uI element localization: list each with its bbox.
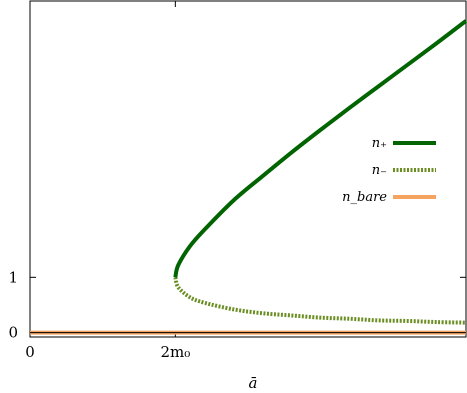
legend-label: n_bare	[342, 190, 387, 205]
y-tick-label: 1	[8, 268, 18, 286]
series-line-1	[173, 276, 467, 325]
plot-frame	[29, 0, 467, 338]
y-tick-label: 0	[8, 324, 18, 342]
legend: n₊ n₋ n_bare	[342, 136, 436, 205]
series-line-0	[173, 19, 467, 278]
tick-labels: 0 2m₀ 0 1	[8, 268, 190, 361]
x-axis-label: ā	[249, 374, 258, 392]
x-tick-label: 2m₀	[160, 343, 190, 361]
x-tick-label: 0	[25, 343, 35, 361]
legend-label: n₊	[372, 136, 387, 151]
legend-label: n₋	[372, 163, 387, 178]
plot-series	[29, 19, 467, 335]
